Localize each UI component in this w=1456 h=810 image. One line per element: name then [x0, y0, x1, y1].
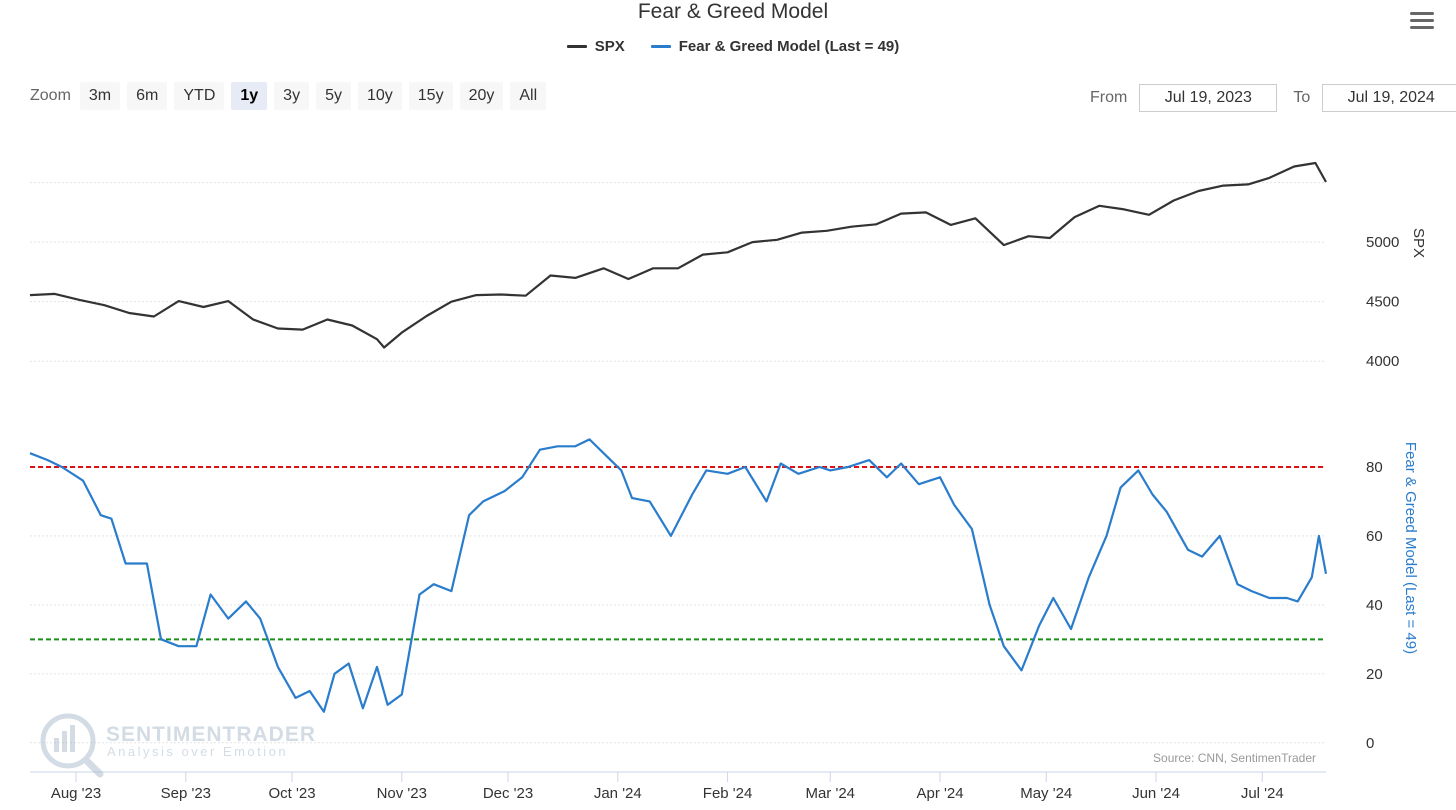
chart-title: Fear & Greed Model — [637, 0, 829, 23]
hamburger-menu-icon[interactable] — [1406, 8, 1438, 36]
zoom-5y-button[interactable]: 5y — [316, 82, 351, 110]
axes-group: Aug '23 Sep '23 Oct '23 Nov '23 Dec '23 Jan '… — [30, 228, 1427, 802]
from-label: From — [1090, 89, 1128, 106]
fear-greed-tick-label: 60 — [1366, 528, 1383, 545]
legend-swatch-spx — [566, 45, 587, 48]
watermark-tagline: Analysis over Emotion — [107, 744, 288, 759]
sentimentrader-logo: SENTIMENTRADER Analysis over Emotion — [40, 713, 316, 778]
fear-greed-grid — [30, 466, 1326, 744]
x-tick-label: Nov '23 — [377, 785, 427, 802]
x-tick-label: Jun '24 — [1132, 785, 1180, 802]
spx-axis-title: SPX — [1410, 228, 1427, 258]
spx-tick-label: 4000 — [1366, 353, 1399, 370]
x-tick-label: Apr '24 — [917, 785, 964, 802]
spx-tick-label: 4500 — [1366, 294, 1399, 311]
source-credit: Source: CNN, SentimenTrader — [1153, 751, 1316, 765]
zoom-all-button[interactable]: All — [510, 82, 547, 110]
zoom-15y-button[interactable]: 15y — [408, 82, 453, 110]
zoom-10y-button[interactable]: 10y — [357, 82, 402, 110]
zoom-ytd-button[interactable]: YTD — [174, 82, 225, 110]
x-tick-label: Oct '23 — [269, 785, 316, 802]
x-tick-label: May '24 — [1020, 785, 1072, 802]
x-tick-label: Feb '24 — [703, 785, 753, 802]
legend-item-spx[interactable]: SPX — [566, 38, 625, 55]
fear-greed-tick-label: 20 — [1366, 666, 1383, 683]
legend-label-fear-greed: Fear & Greed Model (Last = 49) — [678, 38, 900, 55]
from-date-input[interactable]: Jul 19, 2023 — [1139, 84, 1278, 112]
to-date-input[interactable]: Jul 19, 2024 — [1322, 84, 1456, 112]
series-group — [29, 161, 1328, 713]
fear-greed-line — [29, 438, 1328, 713]
x-tick-label: Sep '23 — [161, 785, 211, 802]
fear-greed-tick-label: 0 — [1366, 735, 1374, 752]
date-range: From Jul 19, 2023 To Jul 19, 2024 — [1090, 84, 1456, 112]
fear-greed-tick-label: 40 — [1366, 597, 1383, 614]
legend-item-fear-greed[interactable]: Fear & Greed Model (Last = 49) — [650, 38, 900, 55]
zoom-3m-button[interactable]: 3m — [79, 82, 121, 110]
legend: SPX Fear & Greed Model (Last = 49) — [0, 38, 1456, 55]
x-tick-label: Dec '23 — [483, 785, 533, 802]
watermark-brand: SENTIMENTRADER — [106, 723, 316, 746]
zoom-label: Zoom — [30, 87, 71, 104]
zoom-bar: Zoom 3m 6m YTD 1y 3y 5y 10y 15y 20y All — [30, 82, 547, 110]
to-label: To — [1293, 89, 1311, 106]
legend-swatch-fear-greed — [650, 45, 671, 48]
legend-label-spx: SPX — [594, 38, 625, 55]
zoom-6m-button[interactable]: 6m — [127, 82, 168, 110]
zoom-3y-button[interactable]: 3y — [274, 82, 310, 110]
x-tick-label: Jan '24 — [594, 785, 642, 802]
zoom-1y-button[interactable]: 1y — [231, 82, 268, 110]
spx-line — [29, 161, 1327, 349]
reference-lines — [30, 465, 1326, 641]
fear-greed-axis-title: Fear & Greed Model (Last = 49) — [1402, 442, 1419, 654]
spx-grid — [30, 182, 1326, 362]
x-tick-label: Mar '24 — [805, 785, 855, 802]
zoom-20y-button[interactable]: 20y — [459, 82, 504, 110]
fear-greed-tick-label: 80 — [1366, 459, 1383, 476]
x-tick-label: Aug '23 — [51, 785, 101, 802]
x-tick-label: Jul '24 — [1241, 785, 1284, 802]
spx-tick-label: 5000 — [1366, 234, 1399, 251]
